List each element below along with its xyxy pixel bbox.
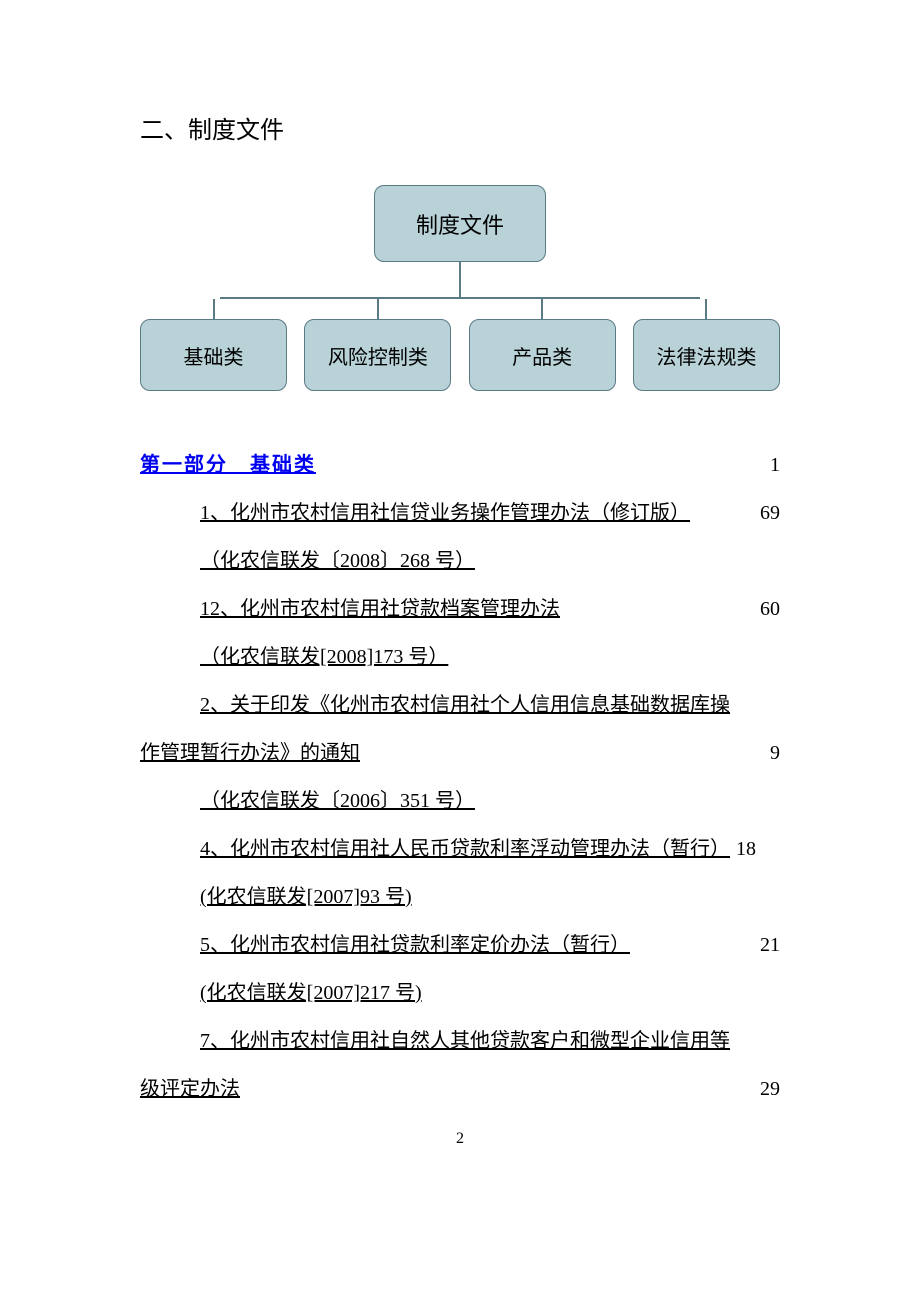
toc-item[interactable]: 1、化州市农村信用社信贷业务操作管理办法（修订版） 69 (140, 489, 780, 537)
toc-leader-dots (560, 591, 760, 615)
toc-item-title: 1、化州市农村信用社信贷业务操作管理办法（修订版） (200, 489, 690, 537)
toc-item-title-line2: 级评定办法 (140, 1065, 240, 1113)
toc-item[interactable]: 12、化州市农村信用社贷款档案管理办法 60 (140, 585, 780, 633)
chart-connector-vertical (459, 262, 461, 297)
chart-child-wrap: 法律法规类 (633, 299, 780, 391)
toc-item-title-line1: 7、化州市农村信用社自然人其他贷款客户和微型企业信用等 (140, 1017, 780, 1065)
toc-item[interactable]: 7、化州市农村信用社自然人其他贷款客户和微型企业信用等 级评定办法 29 (140, 1017, 780, 1113)
chart-child-node: 基础类 (140, 319, 287, 391)
chart-parent-node: 制度文件 (374, 185, 546, 262)
toc-page-num: 60 (760, 585, 780, 633)
chart-child-node: 产品类 (469, 319, 616, 391)
toc-item-title-line2: 作管理暂行办法》的通知 (140, 729, 360, 777)
toc-section-line: 第一部分 基础类 1 (140, 441, 780, 489)
chart-child-connector (213, 299, 215, 319)
chart-child-node: 风险控制类 (304, 319, 451, 391)
chart-child-wrap: 基础类 (140, 299, 287, 391)
toc-item-title-line1: 2、关于印发《化州市农村信用社个人信用信息基础数据库操 (140, 681, 780, 729)
document-page: 二、制度文件 制度文件 基础类 风险控制类 产品类 法律法规类 (0, 0, 920, 1173)
toc-item-ref: （化农信联发[2008]173 号） (140, 633, 780, 681)
toc-item-ref: （化农信联发〔2006〕351 号） (140, 777, 780, 825)
toc-item-title: 12、化州市农村信用社贷款档案管理办法 (200, 585, 560, 633)
toc-item[interactable]: 5、化州市农村信用社贷款利率定价办法（暂行） 21 (140, 921, 780, 969)
toc-item-ref: (化农信联发[2007]217 号) (140, 969, 780, 1017)
toc-page-num: 29 (760, 1065, 780, 1113)
toc-page-num: 69 (760, 489, 780, 537)
chart-child-connector (705, 299, 707, 319)
chart-child-wrap: 产品类 (469, 299, 616, 391)
chart-child-connector (541, 299, 543, 319)
chart-child-node: 法律法规类 (633, 319, 780, 391)
toc-page-num: 18 (736, 825, 756, 873)
chart-child-wrap: 风险控制类 (304, 299, 451, 391)
table-of-contents: 第一部分 基础类 1 1、化州市农村信用社信贷业务操作管理办法（修订版） 69 … (140, 441, 780, 1113)
toc-section-link[interactable]: 第一部分 基础类 (140, 441, 316, 489)
chart-connector-horizontal (220, 297, 700, 299)
toc-item[interactable]: 4、化州市农村信用社人民币贷款利率浮动管理办法（暂行） 18 (140, 825, 780, 873)
toc-page-num: 9 (770, 729, 780, 777)
toc-item-ref: (化农信联发[2007]93 号) (140, 873, 780, 921)
chart-child-connector (377, 299, 379, 319)
toc-item-ref: （化农信联发〔2008〕268 号） (140, 537, 780, 585)
chart-children-row: 基础类 风险控制类 产品类 法律法规类 (140, 299, 780, 391)
org-chart: 制度文件 基础类 风险控制类 产品类 法律法规类 (140, 185, 780, 391)
section-title: 二、制度文件 (140, 110, 780, 145)
toc-leader-dots (316, 447, 770, 471)
page-number: 2 (0, 1130, 920, 1148)
toc-leader-dots (360, 735, 770, 759)
toc-leader-dots (630, 927, 760, 951)
toc-leader-dots (240, 1071, 760, 1095)
toc-leader-dots (690, 495, 760, 519)
toc-item[interactable]: 2、关于印发《化州市农村信用社个人信用信息基础数据库操 作管理暂行办法》的通知 … (140, 681, 780, 777)
toc-item-title: 4、化州市农村信用社人民币贷款利率浮动管理办法（暂行） (200, 825, 730, 873)
toc-item-title: 5、化州市农村信用社贷款利率定价办法（暂行） (200, 921, 630, 969)
toc-page-num: 21 (760, 921, 780, 969)
toc-page-num: 1 (770, 441, 780, 489)
